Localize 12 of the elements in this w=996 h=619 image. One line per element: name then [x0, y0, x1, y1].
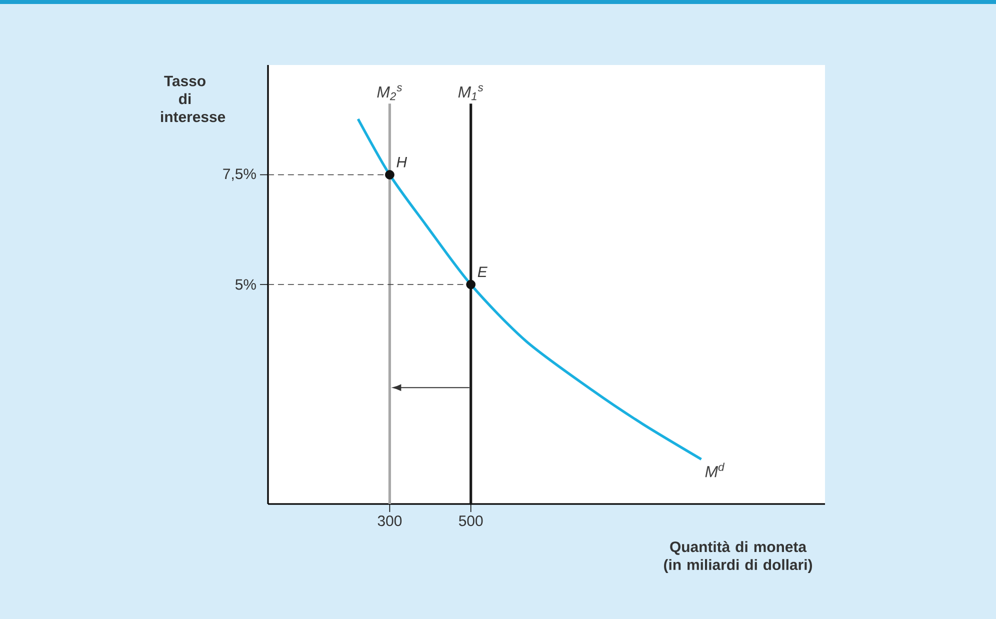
x-tick-label: 500: [458, 516, 483, 526]
annotation: E: [478, 266, 488, 277]
y-tick-label: 7,5%: [223, 168, 256, 181]
annotation: H: [396, 156, 408, 168]
line-series: [356, 118, 703, 461]
x-axis-title: Quantità di moneta (in miliardi di dollari): [664, 541, 812, 573]
y-axis-title: Tasso di interesse: [161, 76, 226, 122]
series-label: M$^{d}$: [705, 462, 725, 478]
y-tick-label: 5%: [235, 279, 256, 290]
series-label: M$_{1}$s: [458, 85, 484, 100]
series-label: M$_{2}$s: [377, 85, 402, 100]
x-tick-label: 300: [378, 516, 402, 526]
